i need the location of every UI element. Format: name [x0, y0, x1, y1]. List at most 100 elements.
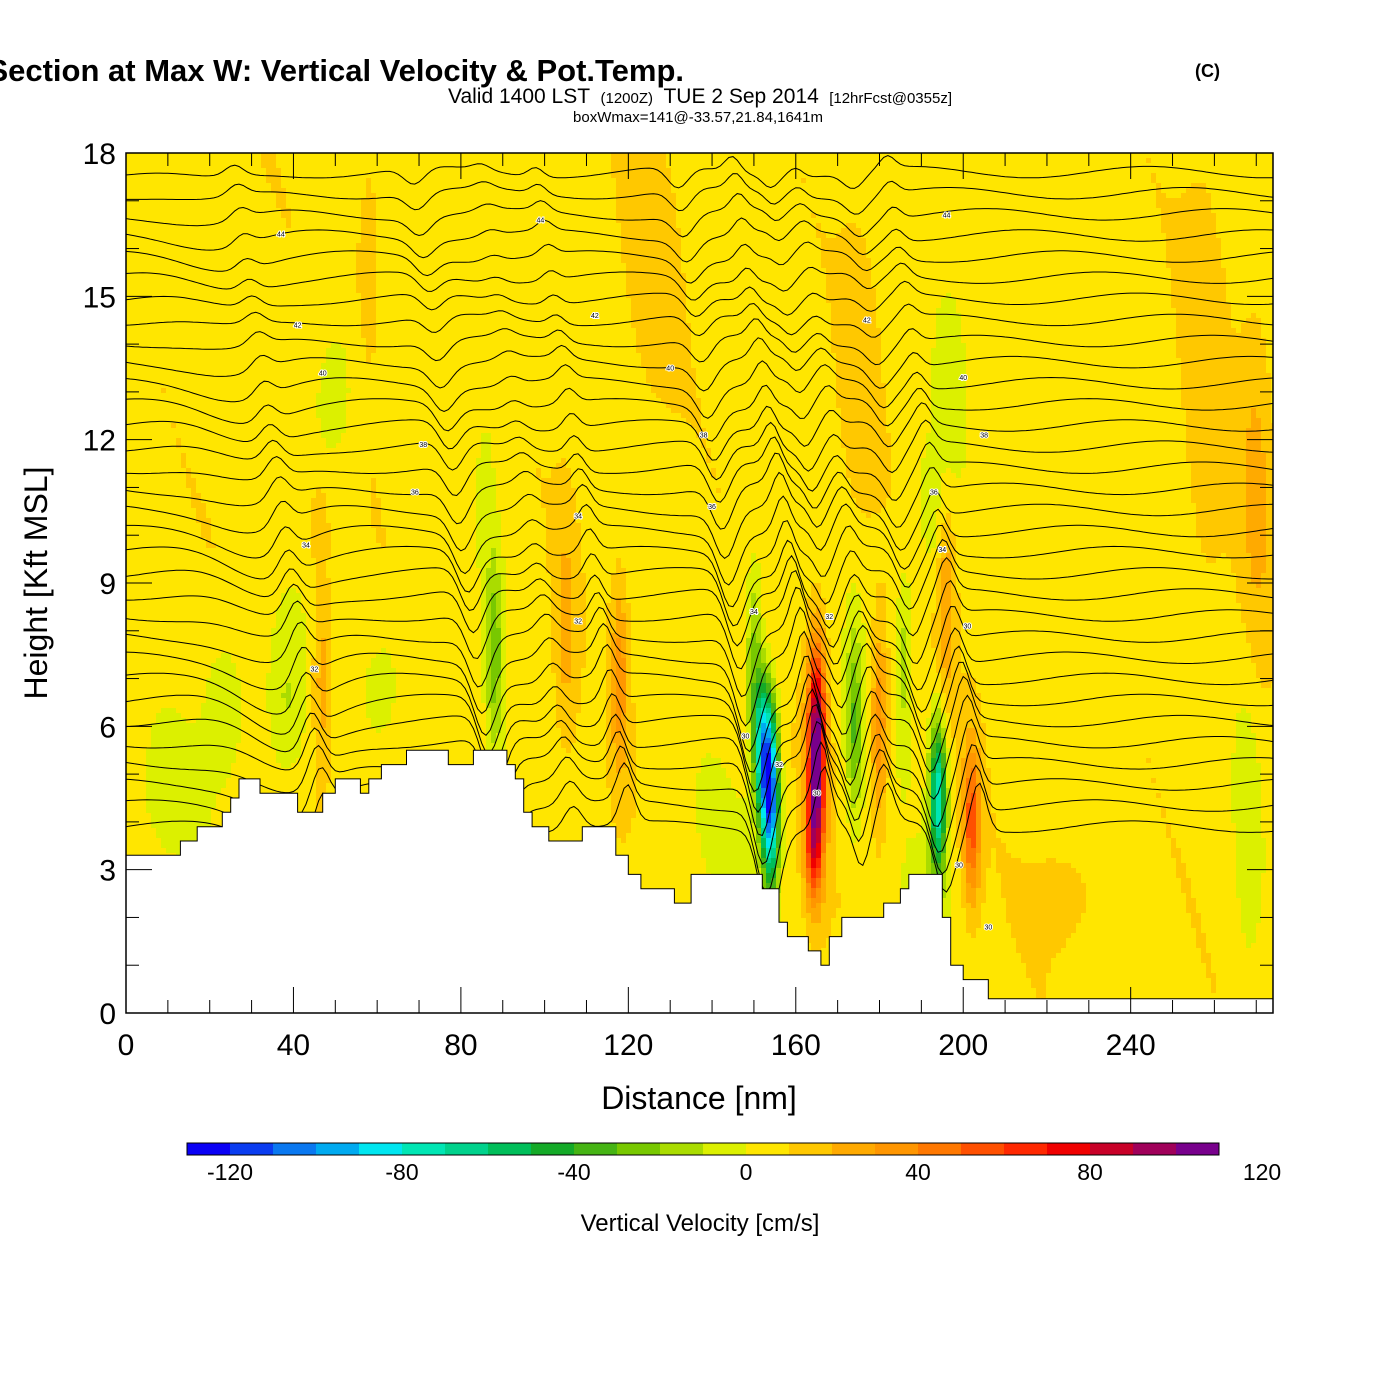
w-cell [131, 178, 137, 184]
w-cell [461, 173, 467, 179]
w-cell [756, 238, 762, 244]
w-cell [481, 173, 487, 179]
w-cell [1131, 218, 1137, 224]
w-cell [736, 218, 742, 224]
w-cell [926, 198, 932, 204]
w-cell [896, 218, 902, 224]
w-cell [931, 198, 937, 204]
w-cell [456, 153, 462, 159]
w-cell [1251, 193, 1257, 199]
w-cell [1251, 213, 1257, 219]
w-cell [736, 203, 742, 209]
w-cell [546, 248, 552, 254]
w-cell [666, 208, 672, 214]
w-cell [301, 188, 307, 194]
w-cell [1201, 198, 1207, 204]
w-cell [256, 258, 262, 264]
w-cell [1086, 213, 1092, 219]
w-cell [881, 258, 887, 264]
w-cell [1011, 158, 1017, 164]
w-cell [141, 238, 147, 244]
w-cell [1131, 253, 1137, 259]
w-cell [496, 208, 502, 214]
w-cell [1231, 208, 1237, 214]
w-cell [1186, 183, 1192, 189]
w-cell [526, 243, 532, 249]
w-cell [386, 193, 392, 199]
w-cell [381, 243, 387, 249]
w-cell [596, 243, 602, 249]
w-cell [991, 228, 997, 234]
w-cell [816, 218, 822, 224]
w-cell [766, 188, 772, 194]
w-cell [1221, 178, 1227, 184]
w-cell [1191, 168, 1197, 174]
w-cell [1156, 243, 1162, 249]
w-cell [781, 193, 787, 199]
w-cell [1146, 188, 1152, 194]
w-cell [1261, 188, 1267, 194]
w-cell [511, 183, 517, 189]
w-cell [671, 193, 677, 199]
w-cell [581, 243, 587, 249]
w-cell [771, 238, 777, 244]
w-cell [826, 213, 832, 219]
w-cell [241, 253, 247, 259]
w-cell [226, 253, 232, 259]
w-cell [546, 233, 552, 239]
w-cell [651, 183, 657, 189]
w-cell [466, 238, 472, 244]
w-cell [461, 228, 467, 234]
w-cell [1251, 248, 1257, 254]
w-cell [666, 163, 672, 169]
w-cell [271, 188, 277, 194]
w-cell [1266, 228, 1272, 234]
w-cell [1121, 193, 1127, 199]
w-cell [631, 228, 637, 234]
w-cell [311, 183, 317, 189]
w-cell [526, 223, 532, 229]
w-cell [966, 193, 972, 199]
w-cell [746, 228, 752, 234]
w-cell [406, 248, 412, 254]
w-cell [1146, 218, 1152, 224]
w-cell [381, 163, 387, 169]
w-cell [1161, 193, 1167, 199]
w-cell [836, 173, 842, 179]
w-cell [1141, 173, 1147, 179]
w-cell [556, 153, 562, 159]
w-cell [776, 153, 782, 159]
w-cell [1251, 203, 1257, 209]
w-cell [916, 173, 922, 179]
w-cell [886, 238, 892, 244]
w-cell [841, 243, 847, 249]
w-cell [691, 208, 697, 214]
w-cell [906, 233, 912, 239]
w-cell [551, 163, 557, 169]
w-cell [216, 173, 222, 179]
w-cell [671, 178, 677, 184]
w-cell [466, 173, 472, 179]
w-cell [611, 258, 617, 264]
w-cell [1091, 243, 1097, 249]
w-cell [756, 223, 762, 229]
w-cell [1141, 163, 1147, 169]
w-cell [1076, 198, 1082, 204]
w-cell [1121, 248, 1127, 254]
w-cell [361, 163, 367, 169]
w-cell [571, 178, 577, 184]
w-cell [1036, 253, 1042, 259]
w-cell [366, 168, 372, 174]
w-cell [1116, 208, 1122, 214]
w-cell [926, 158, 932, 164]
w-cell [1206, 173, 1212, 179]
w-cell [696, 183, 702, 189]
w-cell [1181, 213, 1187, 219]
w-cell [146, 223, 152, 229]
w-cell [576, 163, 582, 169]
w-cell [1121, 213, 1127, 219]
w-cell [401, 233, 407, 239]
w-cell [906, 208, 912, 214]
w-cell [981, 233, 987, 239]
w-cell [851, 208, 857, 214]
